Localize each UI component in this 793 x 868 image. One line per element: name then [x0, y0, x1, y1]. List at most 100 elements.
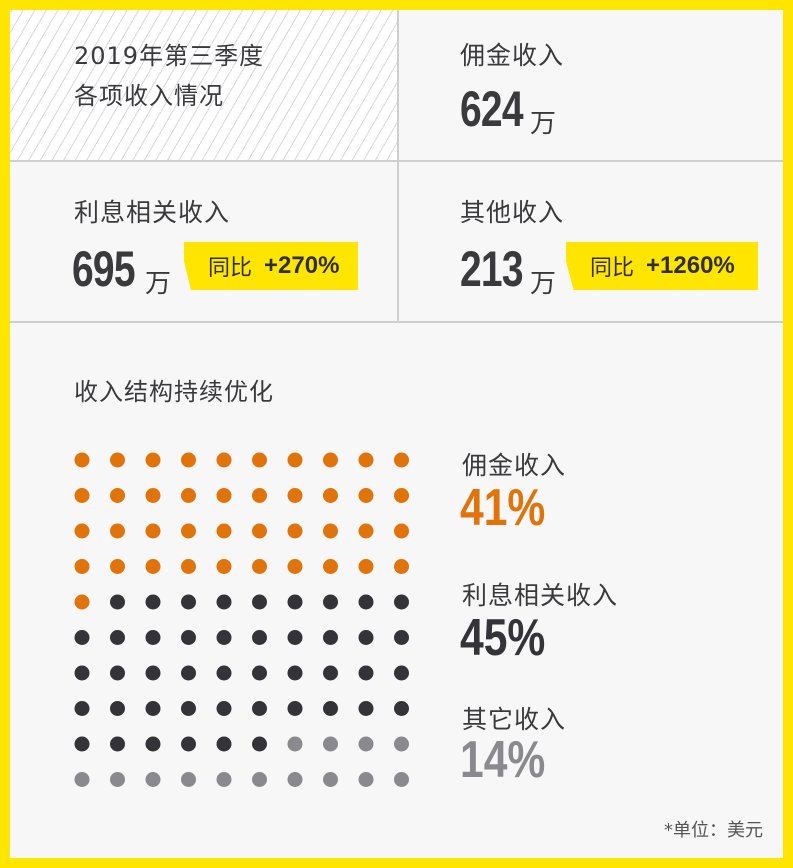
waffle-dot-series-0	[252, 523, 267, 539]
waffle-dot-series-2	[287, 736, 303, 752]
other-badge-value: +1260%	[646, 252, 735, 279]
waffle-dot-series-0	[323, 452, 338, 468]
commission-value: 624	[460, 81, 524, 137]
waffle-dot-series-0	[287, 523, 303, 539]
waffle-dot-series-1	[394, 665, 409, 681]
waffle-dot-series-1	[394, 594, 409, 610]
waffle-dot-series-1	[287, 701, 303, 716]
waffle-dot-series-0	[110, 488, 125, 503]
vertical-divider	[397, 10, 399, 322]
waffle-dot-series-1	[181, 594, 196, 610]
hatched-title-background	[10, 10, 398, 160]
other-unit: 万	[530, 269, 557, 299]
waffle-dot-series-1	[358, 701, 374, 716]
title-line-2: 各项收入情况	[74, 82, 224, 110]
waffle-dot-series-1	[323, 630, 338, 645]
interest-value: 695	[72, 241, 136, 297]
waffle-dot-series-0	[145, 523, 161, 539]
waffle-dot-series-2	[287, 772, 303, 787]
waffle-dot-series-2	[358, 772, 374, 787]
waffle-dot-series-1	[145, 736, 161, 752]
waffle-dot-series-0	[110, 523, 125, 539]
waffle-dot-series-1	[145, 630, 161, 645]
waffle-dot-series-0	[181, 559, 196, 574]
waffle-dot-series-1	[323, 665, 338, 681]
waffle-dot-series-1	[252, 736, 267, 752]
waffle-dot-series-1	[394, 630, 409, 645]
waffle-dot-series-0	[216, 559, 232, 574]
waffle-dot-series-2	[323, 736, 338, 752]
unit-footnote: *单位：美元	[664, 820, 763, 841]
page-title: 2019年第三季度 各项收入情况	[74, 36, 264, 116]
waffle-dot-series-2	[145, 772, 161, 787]
waffle-dot-series-1	[287, 665, 303, 681]
waffle-dot-series-0	[74, 523, 90, 539]
commission-label: 佣金收入	[460, 41, 565, 70]
horizontal-divider-bottom	[10, 321, 783, 323]
waffle-dot-series-0	[216, 523, 232, 539]
waffle-dot-series-0	[145, 559, 161, 574]
legend-value-commission: 41%	[460, 479, 546, 537]
waffle-dot-series-1	[110, 630, 125, 645]
waffle-dot-series-1	[216, 665, 232, 681]
waffle-dot-series-1	[74, 736, 90, 752]
waffle-dot-series-1	[181, 665, 196, 681]
waffle-dot-series-1	[252, 630, 267, 645]
waffle-dot-series-0	[287, 488, 303, 503]
waffle-dot-series-0	[145, 452, 161, 468]
waffle-dot-series-0	[323, 488, 338, 503]
legend-label-interest: 利息相关收入	[462, 581, 619, 610]
interest-label: 利息相关收入	[74, 198, 231, 227]
waffle-dot-series-1	[287, 630, 303, 645]
waffle-dot-series-1	[181, 630, 196, 645]
waffle-dot-series-1	[323, 701, 338, 716]
waffle-dot-series-0	[394, 559, 409, 574]
waffle-dot-series-0	[74, 559, 90, 574]
waffle-dot-series-0	[394, 523, 409, 539]
waffle-dot-series-2	[181, 772, 196, 787]
waffle-dot-grid	[74, 452, 409, 787]
waffle-dot-series-0	[358, 559, 374, 574]
waffle-dot-series-1	[358, 665, 374, 681]
waffle-dot-series-1	[110, 594, 125, 610]
waffle-dot-series-1	[145, 594, 161, 610]
waffle-dot-series-1	[216, 736, 232, 752]
waffle-dot-series-1	[358, 630, 374, 645]
waffle-dot-series-2	[252, 772, 267, 787]
interest-badge-value: +270%	[264, 252, 340, 279]
interest-yoy-badge: 同比 +270%	[184, 242, 358, 290]
waffle-dot-series-2	[394, 772, 409, 787]
other-badge-prefix: 同比	[590, 256, 635, 281]
waffle-dot-series-0	[110, 559, 125, 574]
waffle-dot-series-1	[252, 665, 267, 681]
waffle-dot-series-1	[216, 630, 232, 645]
waffle-dot-series-0	[323, 523, 338, 539]
waffle-dot-series-1	[323, 594, 338, 610]
waffle-dot-series-0	[252, 559, 267, 574]
waffle-dot-series-1	[216, 701, 232, 716]
waffle-dot-series-0	[394, 452, 409, 468]
legend-value-other: 14%	[460, 731, 546, 789]
waffle-dot-series-0	[74, 452, 90, 468]
other-yoy-badge: 同比 +1260%	[566, 242, 758, 290]
waffle-dot-series-0	[74, 594, 90, 610]
waffle-dot-series-1	[74, 630, 90, 645]
waffle-dot-series-0	[110, 452, 125, 468]
waffle-dot-series-0	[394, 488, 409, 503]
waffle-dot-series-0	[358, 523, 374, 539]
waffle-dot-series-1	[110, 736, 125, 752]
waffle-dot-series-0	[181, 452, 196, 468]
waffle-dot-series-0	[252, 488, 267, 503]
waffle-dot-series-1	[74, 701, 90, 716]
waffle-dot-series-1	[74, 665, 90, 681]
other-value: 213	[460, 241, 524, 297]
waffle-dot-series-0	[287, 452, 303, 468]
interest-badge-prefix: 同比	[208, 256, 253, 281]
waffle-dot-series-0	[181, 523, 196, 539]
waffle-dot-series-0	[252, 452, 267, 468]
waffle-dot-series-2	[358, 736, 374, 752]
waffle-dot-series-0	[145, 488, 161, 503]
interest-unit: 万	[145, 269, 172, 299]
waffle-dot-series-1	[216, 594, 232, 610]
waffle-dot-series-1	[181, 701, 196, 716]
